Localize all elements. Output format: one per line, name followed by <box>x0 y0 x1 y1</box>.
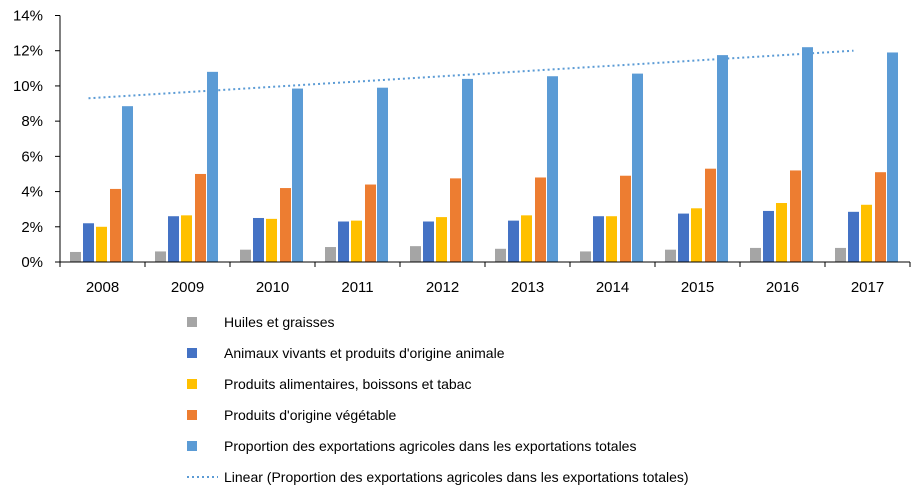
bar-2009-series-0 <box>155 251 166 262</box>
bar-2017-series-0 <box>835 247 846 262</box>
bar-2011-series-4 <box>377 87 388 262</box>
x-tick-label: 2016 <box>766 279 799 296</box>
bar-2013-series-3 <box>535 177 546 262</box>
legend: Huiles et graisses Animaux vivants et pro… <box>187 314 689 485</box>
bar-2010-series-0 <box>240 249 251 262</box>
x-tick-label: 2013 <box>511 279 544 296</box>
legend-label: Linear (Proportion des exportations agri… <box>224 469 689 485</box>
legend-label: Produits alimentaires, boissons et tabac <box>224 376 471 392</box>
y-tick-label: 0% <box>21 254 43 271</box>
x-tick-label: 2009 <box>171 279 204 296</box>
bar-2016-series-4 <box>802 47 813 262</box>
x-axis: 2008 2009 2010 2011 2012 2013 2014 2015 2016 2017 <box>59 261 911 296</box>
bar-2014-series-2 <box>606 216 617 262</box>
bar-2017-series-1 <box>848 211 859 262</box>
bar-2011-series-2 <box>351 220 362 262</box>
legend-label: Proportion des exportations agricoles da… <box>224 438 636 454</box>
x-tick-label: 2011 <box>341 279 373 296</box>
bar-2014-series-4 <box>632 73 643 262</box>
bar-2008-series-1 <box>83 223 94 262</box>
bar-2017-series-2 <box>861 204 872 262</box>
bar-2012-series-4 <box>462 78 473 262</box>
y-tick-label: 4% <box>21 184 43 201</box>
bar-2014-series-1 <box>593 216 604 262</box>
bar-2015-series-1 <box>678 213 689 262</box>
legend-label: Produits d'origine végétable <box>224 407 397 423</box>
bar-2009-series-2 <box>181 215 192 262</box>
bar-2016-series-3 <box>790 170 801 262</box>
bar-2010-series-2 <box>266 218 277 262</box>
legend-swatch <box>187 317 197 327</box>
bar-2012-series-0 <box>410 246 421 262</box>
x-tick-label: 2017 <box>851 279 884 296</box>
legend-swatch <box>187 348 197 358</box>
bar-2013-series-2 <box>521 215 532 262</box>
y-tick-label: 2% <box>21 219 43 236</box>
x-tick-label: 2010 <box>256 279 289 296</box>
bar-2010-series-3 <box>280 188 291 262</box>
bar-2008-series-4 <box>122 106 133 262</box>
bars <box>70 47 898 262</box>
bar-2014-series-0 <box>580 251 591 262</box>
bar-2009-series-1 <box>168 216 179 262</box>
bar-2015-series-4 <box>717 55 728 262</box>
bar-2015-series-2 <box>691 208 702 262</box>
bar-2011-series-3 <box>365 184 376 262</box>
bar-2013-series-1 <box>508 220 519 262</box>
y-tick-label: 12% <box>13 43 43 60</box>
bar-2017-series-3 <box>875 172 886 262</box>
legend-label: Animaux vivants et produits d'origine an… <box>224 345 505 361</box>
x-tick-label: 2015 <box>681 279 714 296</box>
y-tick-label: 6% <box>21 148 43 165</box>
legend-swatch <box>187 410 197 420</box>
bar-2013-series-4 <box>547 76 558 262</box>
bar-2008-series-0 <box>70 251 81 262</box>
bar-2010-series-1 <box>253 217 264 262</box>
bar-2015-series-0 <box>665 249 676 262</box>
bar-2012-series-2 <box>436 217 447 262</box>
bar-2009-series-4 <box>207 71 218 262</box>
bar-2010-series-4 <box>292 88 303 262</box>
y-tick-label: 8% <box>21 113 43 130</box>
legend-swatch <box>187 441 197 451</box>
y-axis: 0% 2% 4% 6% 8% 10% 12% 14% <box>13 8 61 271</box>
x-tick-label: 2012 <box>426 279 459 296</box>
legend-swatch <box>187 379 197 389</box>
legend-label: Huiles et graisses <box>224 314 335 330</box>
bar-2008-series-3 <box>110 188 121 262</box>
x-tick-label: 2014 <box>596 279 629 296</box>
bar-2016-series-1 <box>763 210 774 262</box>
bar-2016-series-2 <box>776 203 787 262</box>
bar-2012-series-1 <box>423 221 434 262</box>
x-tick-label: 2008 <box>86 279 119 296</box>
y-tick-label: 10% <box>13 78 43 95</box>
bar-2012-series-3 <box>450 178 461 262</box>
bar-2014-series-3 <box>620 175 631 262</box>
bar-2009-series-3 <box>195 173 206 262</box>
bar-2013-series-0 <box>495 248 506 262</box>
bar-2011-series-0 <box>325 247 336 262</box>
y-tick-label: 14% <box>13 8 43 25</box>
bar-2008-series-2 <box>96 226 107 262</box>
bar-2016-series-0 <box>750 247 761 262</box>
bar-2017-series-4 <box>887 52 898 262</box>
bar-2015-series-3 <box>705 168 716 262</box>
bar-2011-series-1 <box>338 221 349 262</box>
